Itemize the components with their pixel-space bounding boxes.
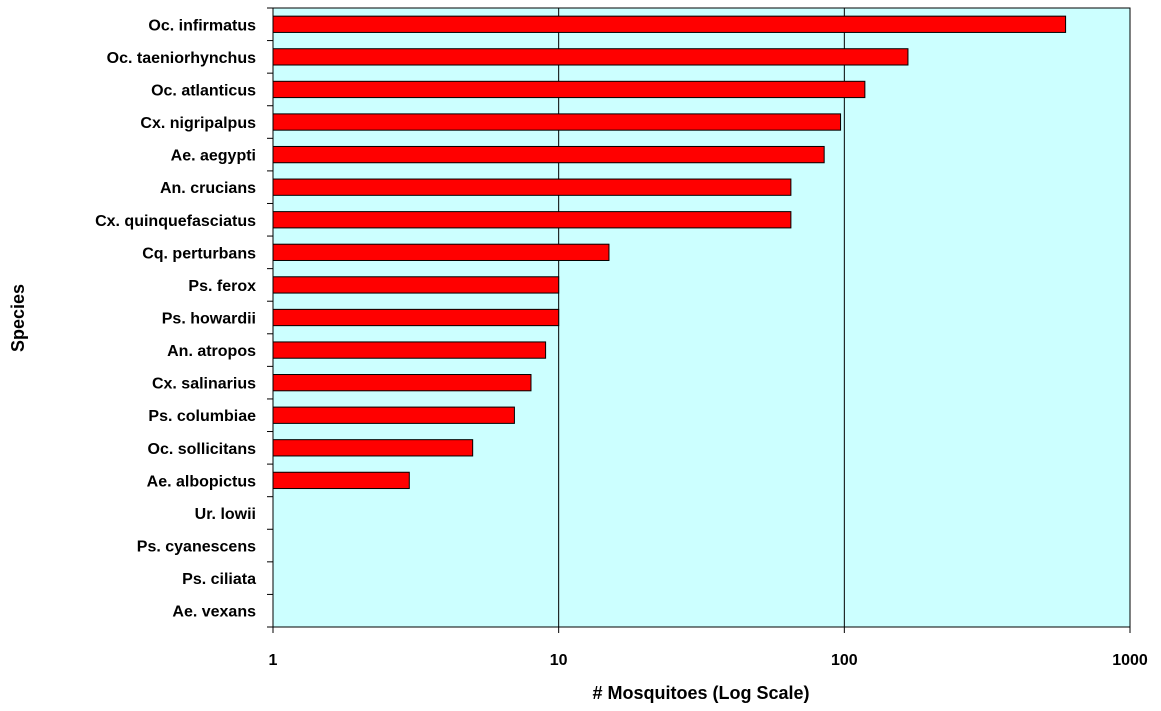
category-label: Ae. vexans — [172, 604, 256, 621]
x-tick-label: 1 — [269, 652, 278, 669]
category-label: Ps. cyanescens — [137, 539, 256, 556]
bar — [272, 145, 825, 164]
bar — [272, 178, 792, 196]
category-label: Ps. columbiae — [148, 408, 256, 425]
bar — [272, 211, 792, 229]
bar — [272, 439, 474, 457]
bar — [272, 341, 547, 359]
category-label: Cx. quinquefasciatus — [95, 213, 256, 230]
category-label: An. atropos — [167, 343, 256, 360]
bar — [272, 471, 410, 490]
bar — [272, 374, 532, 392]
bars — [272, 15, 1067, 490]
category-label: Ps. ferox — [188, 278, 256, 295]
bar — [272, 243, 610, 261]
bar — [272, 80, 866, 99]
bar — [272, 113, 842, 131]
bar — [272, 406, 515, 424]
bar — [272, 308, 560, 327]
x-tick-label: 10 — [550, 652, 568, 669]
category-label: Ae. aegypti — [171, 148, 256, 165]
x-axis-title: # Mosquitoes (Log Scale) — [592, 683, 809, 703]
bar — [272, 48, 909, 66]
x-tick-label: 100 — [831, 652, 858, 669]
y-axis-title: Species — [8, 284, 28, 352]
bar — [272, 15, 1067, 33]
category-label: Oc. sollicitans — [148, 441, 257, 458]
category-label: Ae. albopictus — [147, 473, 256, 490]
category-labels: Oc. infirmatus Oc. taeniorhynchus Oc. atla… — [95, 17, 256, 620]
category-label: Ps. howardii — [162, 311, 256, 328]
category-label: Cx. nigripalpus — [140, 115, 256, 132]
bar — [272, 276, 560, 294]
category-label: An. crucians — [160, 180, 256, 197]
x-tick-label: 1000 — [1112, 652, 1148, 669]
category-label: Cq. perturbans — [142, 245, 256, 262]
category-label: Ur. lowii — [195, 506, 256, 523]
category-label: Oc. atlanticus — [151, 82, 256, 99]
category-label: Oc. taeniorhynchus — [107, 50, 256, 67]
category-label: Ps. ciliata — [182, 571, 256, 588]
category-label: Cx. salinarius — [152, 376, 256, 393]
category-label: Oc. infirmatus — [148, 17, 256, 34]
x-tick-labels: 1 10 100 1000 — [269, 652, 1148, 669]
axes — [267, 7, 1131, 633]
